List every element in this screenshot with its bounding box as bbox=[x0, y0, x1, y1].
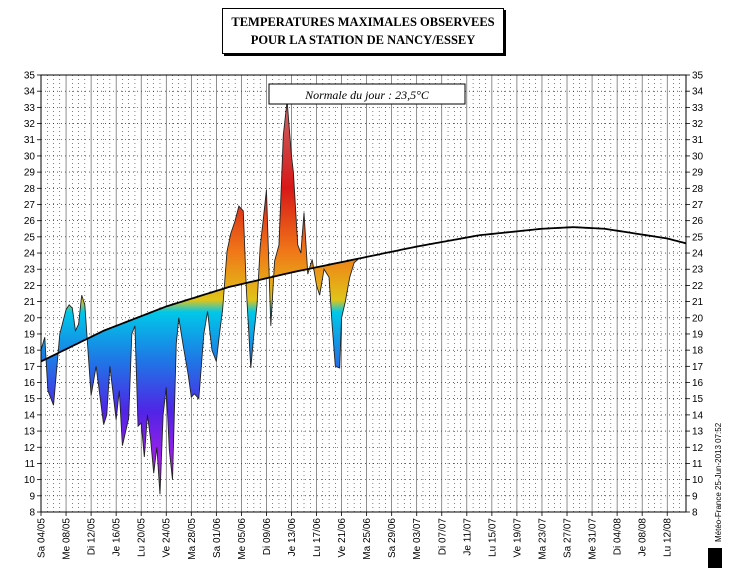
y-tick-label-right: 33 bbox=[692, 103, 704, 114]
x-tick-label: Lu 12/08 bbox=[663, 518, 674, 557]
x-tick-label: Sa 04/05 bbox=[37, 518, 48, 558]
x-tick-label: Ve 24/05 bbox=[162, 518, 173, 558]
normal-label: Normale du jour : 23,5°C bbox=[304, 88, 430, 102]
y-tick-label-left: 27 bbox=[24, 200, 36, 211]
y-tick-label-left: 17 bbox=[24, 362, 36, 373]
y-tick-label-right: 26 bbox=[692, 216, 704, 227]
y-tick-label-right: 29 bbox=[692, 168, 704, 179]
y-tick-label-left: 12 bbox=[24, 443, 36, 454]
y-tick-label-left: 21 bbox=[24, 297, 36, 308]
x-tick-label: Di 04/08 bbox=[613, 518, 624, 556]
x-tick-label: Ma 23/07 bbox=[537, 518, 548, 560]
y-tick-label-left: 23 bbox=[24, 265, 36, 276]
y-tick-label-right: 18 bbox=[692, 346, 704, 357]
y-tick-label-left: 9 bbox=[29, 491, 35, 502]
y-tick-label-left: 33 bbox=[24, 103, 36, 114]
y-tick-label-right: 20 bbox=[692, 313, 704, 324]
x-tick-label: Di 09/06 bbox=[262, 518, 273, 556]
y-tick-label-left: 35 bbox=[24, 71, 36, 82]
y-tick-label-right: 11 bbox=[692, 459, 703, 470]
y-tick-label-left: 26 bbox=[24, 216, 36, 227]
plot-frame bbox=[40, 74, 687, 513]
x-tick-label: Me 31/07 bbox=[588, 518, 599, 560]
observed-anomaly-area bbox=[41, 100, 358, 495]
y-tick-label-right: 21 bbox=[692, 297, 704, 308]
x-tick-label: Di 07/07 bbox=[437, 518, 448, 556]
y-tick-label-right: 25 bbox=[692, 232, 704, 243]
y-tick-label-left: 16 bbox=[24, 378, 36, 389]
x-tick-label: Di 12/05 bbox=[87, 518, 98, 556]
y-tick-label-right: 24 bbox=[692, 249, 704, 260]
grid-lines bbox=[40, 74, 687, 513]
y-tick-label-left: 19 bbox=[24, 329, 36, 340]
y-tick-label-left: 11 bbox=[25, 459, 36, 470]
y-tick-label-right: 14 bbox=[692, 410, 704, 421]
y-tick-label-left: 10 bbox=[24, 475, 36, 486]
y-tick-label-left: 22 bbox=[24, 281, 36, 292]
y-tick-label-left: 13 bbox=[24, 427, 36, 438]
x-tick-label: Je 16/05 bbox=[112, 518, 123, 557]
y-tick-label-left: 31 bbox=[24, 135, 36, 146]
y-tick-label-right: 28 bbox=[692, 184, 704, 195]
x-tick-label: Je 08/08 bbox=[638, 518, 649, 557]
y-tick-label-right: 12 bbox=[692, 443, 704, 454]
x-tick-label: Sa 01/06 bbox=[212, 518, 223, 558]
y-tick-label-left: 14 bbox=[24, 410, 36, 421]
x-tick-label: Ve 19/07 bbox=[512, 518, 523, 558]
y-tick-label-right: 15 bbox=[692, 394, 704, 405]
credit-text: Météo-France 25-Jun-2013 07:52 bbox=[714, 422, 723, 542]
y-tick-label-left: 15 bbox=[24, 394, 36, 405]
y-tick-label-right: 9 bbox=[692, 491, 698, 502]
x-tick-label: Ma 25/06 bbox=[362, 518, 373, 560]
y-tick-label-left: 8 bbox=[29, 508, 35, 519]
y-tick-label-left: 29 bbox=[24, 168, 36, 179]
chart-title-line2: POUR LA STATION DE NANCY/ESSEY bbox=[250, 33, 476, 47]
x-tick-label: Sa 27/07 bbox=[563, 518, 574, 558]
y-tick-label-right: 23 bbox=[692, 265, 704, 276]
y-tick-label-right: 17 bbox=[692, 362, 704, 373]
observed-series-line bbox=[41, 100, 359, 495]
x-tick-label: Sa 29/06 bbox=[387, 518, 398, 558]
y-tick-label-left: 20 bbox=[24, 313, 36, 324]
y-tick-label-right: 34 bbox=[692, 87, 704, 98]
y-tick-label-right: 13 bbox=[692, 427, 704, 438]
x-tick-label: Me 03/07 bbox=[412, 518, 423, 560]
y-tick-label-left: 28 bbox=[24, 184, 36, 195]
meteo-france-logo bbox=[708, 548, 722, 568]
x-tick-label: Je 13/06 bbox=[287, 518, 298, 557]
y-tick-label-left: 18 bbox=[24, 346, 36, 357]
normal-series-line bbox=[41, 226, 686, 363]
y-tick-label-left: 30 bbox=[24, 151, 36, 162]
x-tick-label: Lu 15/07 bbox=[487, 518, 498, 557]
y-tick-label-right: 10 bbox=[692, 475, 704, 486]
y-tick-label-right: 27 bbox=[692, 200, 704, 211]
y-tick-label-left: 32 bbox=[24, 119, 36, 130]
y-tick-label-left: 24 bbox=[24, 249, 36, 260]
y-tick-label-left: 34 bbox=[24, 87, 36, 98]
normal-label-box: Normale du jour : 23,5°C bbox=[268, 83, 466, 105]
y-tick-label-right: 22 bbox=[692, 281, 704, 292]
y-tick-label-left: 25 bbox=[24, 232, 36, 243]
y-tick-label-right: 32 bbox=[692, 119, 704, 130]
y-tick-label-right: 30 bbox=[692, 151, 704, 162]
y-tick-label-right: 35 bbox=[692, 71, 704, 82]
x-tick-label: Lu 17/06 bbox=[312, 518, 323, 557]
x-tick-label: Lu 20/05 bbox=[137, 518, 148, 557]
x-tick-label: Ma 28/05 bbox=[187, 518, 198, 560]
x-tick-label: Me 05/06 bbox=[237, 518, 248, 560]
y-tick-label-right: 8 bbox=[692, 508, 698, 519]
chart-title-line1: TEMPERATURES MAXIMALES OBSERVEES bbox=[231, 15, 495, 29]
x-tick-label: Je 11/07 bbox=[462, 518, 473, 556]
x-tick-label: Ve 21/06 bbox=[337, 518, 348, 558]
x-tick-label: Me 08/05 bbox=[62, 518, 73, 560]
y-tick-label-right: 16 bbox=[692, 378, 704, 389]
chart-title-box: TEMPERATURES MAXIMALES OBSERVEES POUR LA… bbox=[222, 8, 504, 54]
y-tick-label-right: 19 bbox=[692, 329, 704, 340]
y-tick-label-right: 31 bbox=[692, 135, 704, 146]
